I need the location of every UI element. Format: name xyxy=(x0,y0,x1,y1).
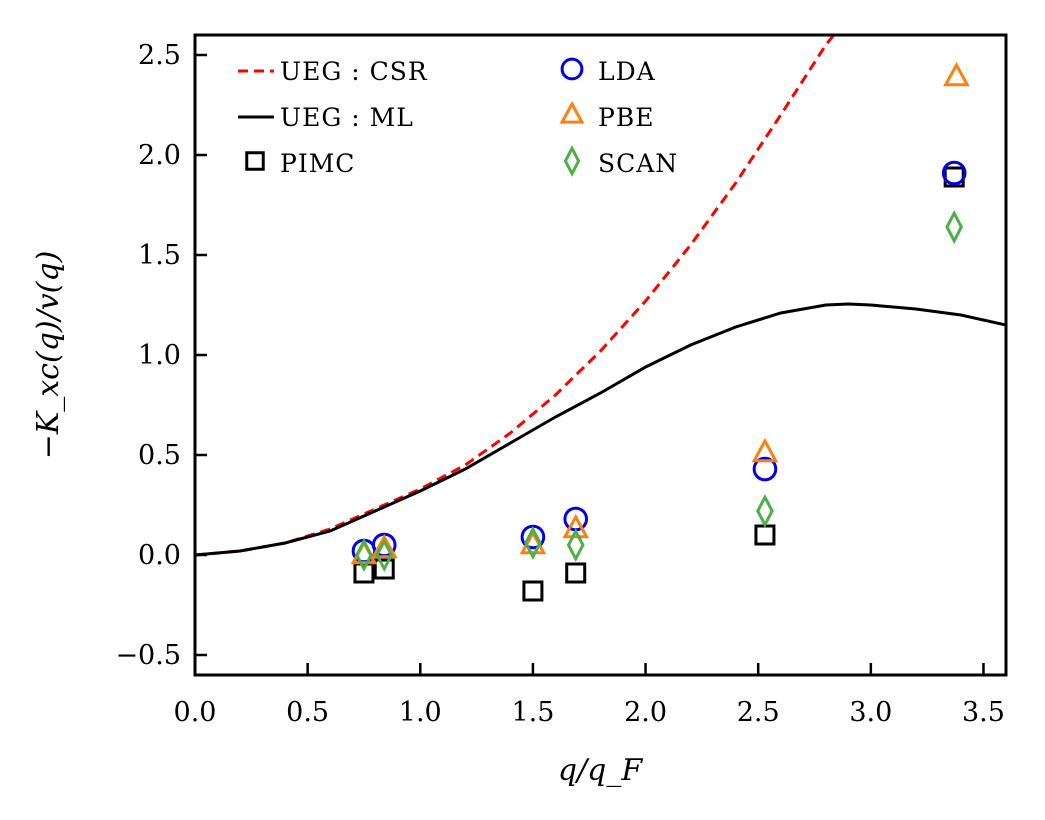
x-tick-label: 2.0 xyxy=(624,697,667,728)
y-tick-label: 2.0 xyxy=(138,140,181,171)
legend-label: PBE xyxy=(598,103,654,132)
legend-marker-swatch xyxy=(563,145,581,177)
x-tick-label: 2.5 xyxy=(737,697,780,728)
x-tick-label: 3.0 xyxy=(849,697,892,728)
data-point xyxy=(565,562,587,584)
y-tick-label: 1.0 xyxy=(138,340,181,371)
data-point xyxy=(943,61,970,87)
x-tick-label: 3.5 xyxy=(962,697,1005,728)
legend-item: LDA xyxy=(560,57,656,86)
data-point xyxy=(756,493,774,529)
x-tick-label: 1.0 xyxy=(399,697,442,728)
data-point xyxy=(566,527,585,563)
data-point xyxy=(752,456,778,482)
legend-label: UEG : ML xyxy=(280,103,414,132)
y-axis-title: −K_xc(q)/v(q) xyxy=(31,251,66,460)
data-point xyxy=(375,537,394,573)
legend-item: UEG : CSR xyxy=(238,57,428,86)
data-point xyxy=(562,513,590,539)
data-point xyxy=(373,558,395,580)
legend-item: UEG : ML xyxy=(238,103,414,132)
data-point xyxy=(355,537,373,573)
y-tick-label: 1.5 xyxy=(138,240,181,271)
legend-label: SCAN xyxy=(598,149,678,178)
legend-label: LDA xyxy=(598,57,656,86)
data-point xyxy=(754,524,776,546)
x-tick-label: 0.0 xyxy=(174,697,217,728)
data-point xyxy=(370,533,398,559)
x-tick-label: 0.5 xyxy=(286,697,329,728)
y-tick-label: 2.5 xyxy=(138,40,181,71)
plot-frame xyxy=(193,33,1008,677)
x-tick-label: 1.5 xyxy=(511,697,554,728)
y-tick-label: 0.0 xyxy=(138,540,181,571)
y-tick-label: −0.5 xyxy=(115,640,181,671)
y-tick-label: 0.5 xyxy=(138,440,181,471)
legend-label: PIMC xyxy=(280,149,355,178)
data-point xyxy=(522,580,544,602)
legend-marker-swatch xyxy=(559,100,585,124)
series-line xyxy=(195,302,1006,557)
ticks-layer: 0.0 0.5 1.0 1.5 2.0 2.5 3.0 3.5 −0.5 0.0 0.5 1.0 1.5… xyxy=(115,40,1005,728)
legend-marker-swatch xyxy=(560,57,584,81)
data-point xyxy=(945,209,964,245)
data-point xyxy=(751,437,779,463)
x-axis-title: q/q_F xyxy=(558,753,644,788)
legend-item: PIMC xyxy=(245,149,355,178)
data-point xyxy=(519,529,547,555)
legend-item: SCAN xyxy=(563,145,678,178)
series-layer xyxy=(195,35,1006,602)
legend: UEG : CSR UEG : ML PIMC LDA PBE SCAN xyxy=(238,57,678,178)
data-point xyxy=(941,160,967,186)
legend-item: PBE xyxy=(559,100,654,132)
data-point xyxy=(524,525,542,561)
legend-label: UEG : CSR xyxy=(280,57,428,86)
legend-marker-swatch xyxy=(245,151,265,171)
